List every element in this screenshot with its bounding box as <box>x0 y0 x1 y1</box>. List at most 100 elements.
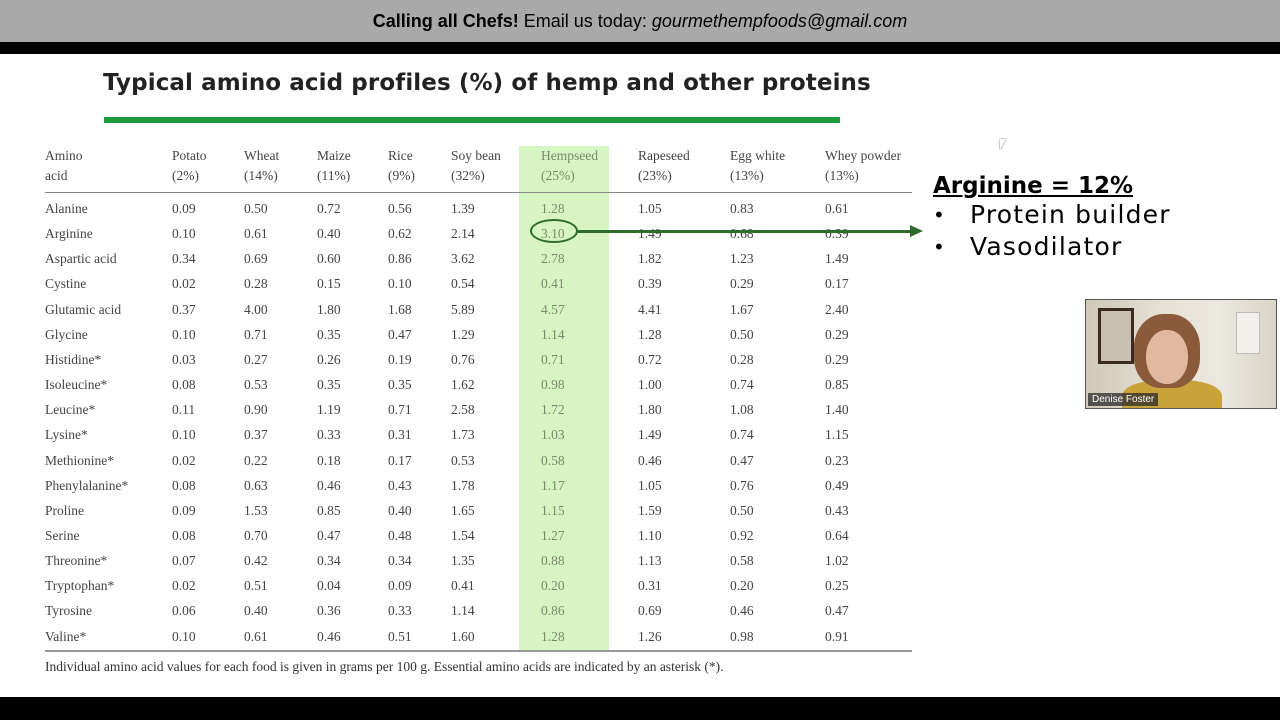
table-cell: 1.35 <box>451 553 475 569</box>
table-cell: 0.39 <box>825 226 849 242</box>
arrow-icon <box>578 230 912 233</box>
table-cell: 0.76 <box>451 351 475 367</box>
participant-video-thumbnail[interactable]: Denise Foster <box>1085 299 1277 409</box>
amino-acid-name: Methionine* <box>45 452 114 468</box>
table-cell: 0.64 <box>825 527 849 543</box>
table-cell: 0.10 <box>172 226 196 242</box>
table-cell: 0.83 <box>730 201 754 216</box>
table-cell: 0.19 <box>388 351 412 367</box>
table-cell: 0.90 <box>244 402 268 418</box>
table-cell: 0.72 <box>638 351 662 367</box>
table-cell: 0.10 <box>172 326 196 342</box>
table-cell: 1.28 <box>541 201 565 216</box>
table-cell: 0.53 <box>244 377 268 393</box>
amino-acid-name: Arginine <box>45 226 93 242</box>
amino-acid-name: Glutamic acid <box>45 301 122 317</box>
amino-acid-name: Alanine <box>45 201 88 216</box>
column-header-8: Egg white (13%) <box>730 146 785 186</box>
table-cell: 0.46 <box>317 477 341 493</box>
column-header-sub: (14%) <box>244 168 278 183</box>
table-cell: 1.49 <box>638 226 662 242</box>
table-cell: 0.29 <box>825 326 849 342</box>
table-cell: 0.11 <box>172 402 196 418</box>
table-cell: 1.14 <box>541 326 565 342</box>
table-cell: 1.65 <box>451 502 475 518</box>
participant-name: Denise Foster <box>1088 393 1159 406</box>
table-cell: 0.71 <box>541 351 565 367</box>
amino-acid-name: Tryptophan* <box>45 578 115 594</box>
table-cell: 1.49 <box>638 427 662 443</box>
column-header-name: Rapeseed <box>638 148 690 163</box>
column-header-6: Hempseed (25%) <box>541 146 598 186</box>
table-cell: 0.50 <box>730 326 754 342</box>
amino-acid-name: Isoleucine* <box>45 377 108 393</box>
column-header-2: Wheat (14%) <box>244 146 279 186</box>
table-cell: 0.51 <box>388 628 412 644</box>
table-cell: 0.47 <box>730 452 754 468</box>
table-cell: 0.03 <box>172 351 196 367</box>
amino-acid-name: Threonine* <box>45 553 108 569</box>
amino-acid-name: Lysine* <box>45 427 88 443</box>
table-cell: 0.58 <box>730 553 754 569</box>
table-cell: 0.41 <box>451 578 475 594</box>
table-cell: 4.00 <box>244 301 268 317</box>
table-cell: 0.33 <box>388 603 412 619</box>
amino-acid-name: Tyrosine <box>45 603 93 619</box>
table-cell: 0.22 <box>244 452 268 468</box>
table-cell: 0.10 <box>172 427 196 443</box>
note-bullet-2: Vasodilator <box>933 231 1171 263</box>
banner-email: gourmethempfoods@gmail.com <box>651 10 908 31</box>
column-header-name: Whey powder <box>825 148 902 163</box>
table-cell: 1.05 <box>638 201 662 216</box>
banner-bold: Calling all Chefs! <box>372 10 519 31</box>
table-cell: 0.10 <box>172 628 196 644</box>
table-cell: 0.47 <box>317 527 341 543</box>
table-cell: 5.89 <box>451 301 475 317</box>
table-cell: 0.31 <box>388 427 412 443</box>
column-header-0: Amino acid <box>45 146 83 186</box>
table-cell: 0.06 <box>172 603 196 619</box>
table-cell: 0.36 <box>317 603 341 619</box>
table-cell: 0.02 <box>172 578 196 594</box>
table-cell: 0.35 <box>388 377 412 393</box>
table-cell: 1.60 <box>451 628 475 644</box>
table-cell: 0.34 <box>388 553 412 569</box>
table-cell: 1.13 <box>638 553 662 569</box>
amino-acid-name: Serine <box>45 527 80 543</box>
table-cell: 1.62 <box>451 377 475 393</box>
note-title: Arginine = 12% <box>933 173 1134 199</box>
table-cell: 0.23 <box>825 452 849 468</box>
table-cell: 0.61 <box>244 226 268 242</box>
table-cell: 0.42 <box>244 553 268 569</box>
table-cell: 0.54 <box>451 276 475 292</box>
table-cell: 1.02 <box>825 553 849 569</box>
table-cell: 0.28 <box>730 351 754 367</box>
column-header-sub: (13%) <box>825 168 859 183</box>
table-cell: 0.40 <box>388 502 412 518</box>
note-bullet-1: Protein builder <box>933 199 1171 231</box>
table-cell: 2.40 <box>825 301 849 317</box>
table-cell: 0.28 <box>244 276 268 292</box>
column-header-name: Egg white <box>730 148 786 163</box>
table-cell: 0.02 <box>172 276 196 292</box>
note-bullets: Protein builder Vasodilator <box>933 199 1171 263</box>
table-cell: 0.26 <box>317 351 341 367</box>
table-cell: 1.80 <box>317 301 341 317</box>
table-cell: 0.09 <box>172 201 196 216</box>
amino-acid-name: Leucine* <box>45 402 96 418</box>
table-cell: 0.35 <box>317 377 341 393</box>
table-cell: 0.49 <box>825 477 849 493</box>
table-cell: 1.72 <box>541 402 565 418</box>
table-cell: 0.20 <box>541 578 565 594</box>
table-cell: 1.17 <box>541 477 565 493</box>
column-header-sub: (23%) <box>638 168 672 183</box>
table-cell: 1.53 <box>244 502 268 518</box>
column-header-7: Rapeseed (23%) <box>638 146 690 186</box>
table-cell: 0.15 <box>317 276 341 292</box>
table-cell: 0.74 <box>730 427 754 443</box>
table-cell: 0.46 <box>317 628 341 644</box>
table-cell: 1.49 <box>825 251 849 267</box>
table-cell: 1.14 <box>451 603 475 619</box>
table-cell: 4.41 <box>638 301 662 317</box>
table-cell: 0.76 <box>730 477 754 493</box>
